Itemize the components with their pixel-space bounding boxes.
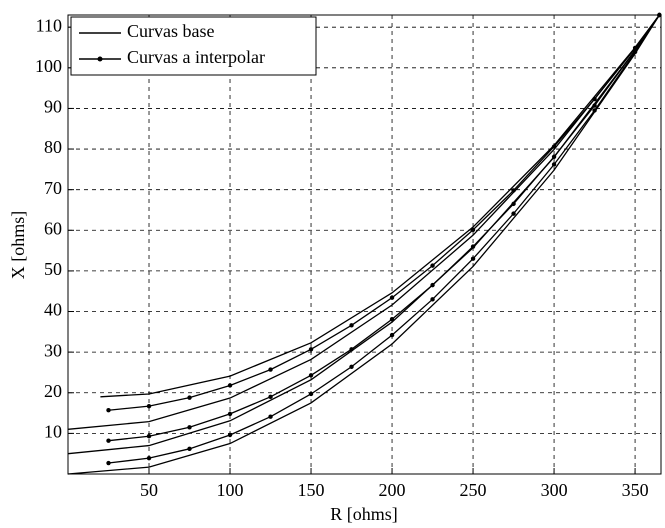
marker (430, 297, 435, 302)
x-tick-label: 150 (298, 480, 325, 500)
marker (349, 323, 354, 328)
marker (106, 408, 111, 413)
y-tick-label: 40 (44, 300, 62, 320)
marker (146, 403, 152, 409)
marker (511, 211, 516, 216)
x-tick-label: 100 (217, 480, 244, 500)
marker (592, 108, 597, 113)
y-tick-label: 10 (44, 422, 62, 442)
x-tick-label: 200 (379, 480, 406, 500)
curve (100, 14, 660, 398)
curve (67, 14, 660, 475)
marker (551, 154, 557, 159)
marker (187, 425, 192, 430)
marker (349, 364, 354, 369)
marker (146, 434, 152, 439)
marker (592, 103, 597, 108)
y-tick-label: 90 (44, 97, 62, 117)
marker (592, 96, 597, 102)
plot-frame (67, 14, 662, 475)
x-tick-label: 300 (541, 480, 568, 500)
marker (227, 432, 233, 438)
marker (187, 395, 192, 400)
marker (470, 256, 476, 261)
x-tick-label: 250 (460, 480, 487, 500)
marker (268, 394, 273, 400)
y-tick-label: 100 (35, 56, 62, 76)
x-tick-label: 350 (622, 480, 649, 500)
marker (430, 263, 435, 268)
marker (389, 295, 395, 300)
marker (389, 317, 395, 322)
y-tick-label: 60 (44, 218, 62, 238)
marker (349, 347, 354, 352)
marker (308, 373, 314, 378)
marker (308, 391, 314, 397)
marker (187, 446, 192, 452)
marker (551, 144, 557, 149)
marker (268, 367, 273, 372)
curve (67, 14, 660, 455)
y-tick-label: 70 (44, 178, 62, 198)
marker (268, 414, 273, 419)
marker (551, 162, 557, 167)
marker (632, 49, 638, 55)
marker (106, 460, 111, 466)
plot-area (68, 15, 661, 474)
marker (430, 282, 435, 288)
marker (146, 455, 152, 461)
y-tick-label: 110 (36, 15, 62, 35)
legend-box (70, 16, 317, 76)
marker (227, 411, 233, 417)
y-axis-label: X [ohms] (8, 211, 28, 280)
marker (389, 332, 395, 338)
marker (511, 201, 516, 207)
marker (106, 438, 111, 443)
marker (227, 383, 233, 388)
y-tick-label: 20 (44, 381, 62, 401)
x-axis-label: R [ohms] (330, 504, 398, 524)
marker (308, 347, 314, 352)
y-tick-label: 30 (44, 340, 62, 360)
y-tick-label: 50 (44, 259, 62, 279)
legend-marker (97, 56, 103, 62)
marker (470, 227, 476, 233)
x-tick-label: 50 (140, 480, 158, 500)
marker (470, 244, 476, 249)
y-tick-label: 80 (44, 137, 62, 157)
legend-label: Curvas base (127, 21, 214, 41)
marker (511, 188, 516, 193)
legend-label: Curvas a interpolar (127, 47, 265, 67)
